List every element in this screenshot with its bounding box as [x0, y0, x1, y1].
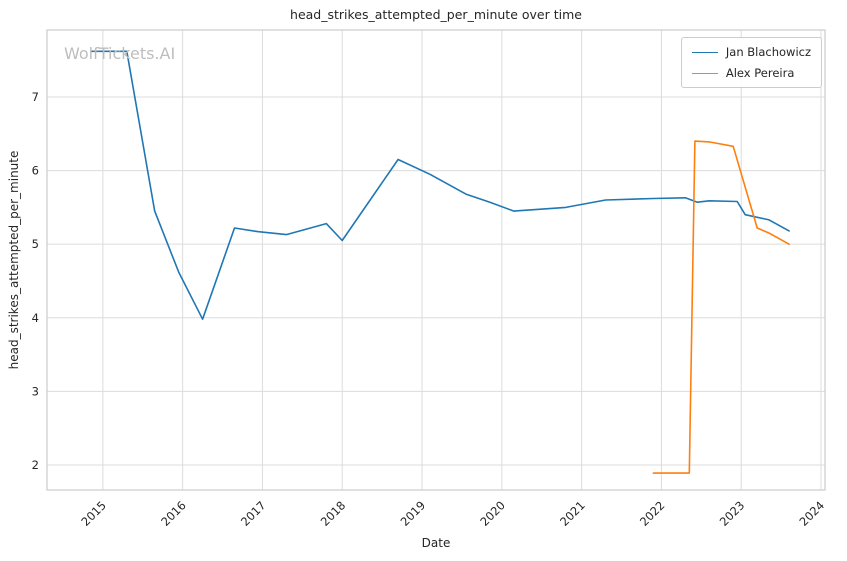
- x-tick-label: 2021: [557, 498, 588, 529]
- x-tick-label: 2018: [318, 498, 349, 529]
- y-tick-label: 3: [32, 384, 39, 398]
- x-tick-label: 2024: [797, 498, 828, 529]
- y-tick-label: 6: [32, 164, 39, 178]
- x-tick-label: 2019: [398, 498, 429, 529]
- x-axis-label: Date: [421, 536, 451, 550]
- y-tick-label: 4: [32, 311, 39, 325]
- legend-label: Alex Pereira: [725, 66, 795, 80]
- legend-item: Jan Blachowicz: [691, 45, 811, 59]
- x-tick-label: 2022: [637, 498, 668, 529]
- y-axis-label: head_strikes_attempted_per_minute: [7, 150, 21, 370]
- x-tick-label: 2017: [238, 498, 269, 529]
- chart-title: head_strikes_attempted_per_minute over t…: [290, 7, 582, 22]
- legend-label: Jan Blachowicz: [725, 45, 811, 59]
- legend-swatch-alex-pereira: [691, 72, 718, 74]
- series-line-alex-pereira: [652, 140, 790, 474]
- watermark: WolfTickets.AI: [64, 44, 176, 63]
- plot-frame: [46, 29, 826, 491]
- y-tick-label: 2: [32, 458, 39, 472]
- x-tick-label: 2016: [158, 498, 189, 529]
- series-line-jan-blachowicz: [90, 50, 790, 321]
- y-tick-label: 7: [32, 90, 39, 104]
- legend: Jan Blachowicz Alex Pereira: [680, 37, 822, 88]
- legend-item: Alex Pereira: [691, 66, 811, 80]
- x-tick-label: 2023: [717, 498, 748, 529]
- x-tick-label: 2015: [78, 498, 109, 529]
- legend-swatch-jan-blachowicz: [691, 51, 718, 53]
- y-tick-label: 5: [32, 237, 39, 251]
- x-tick-label: 2020: [477, 498, 508, 529]
